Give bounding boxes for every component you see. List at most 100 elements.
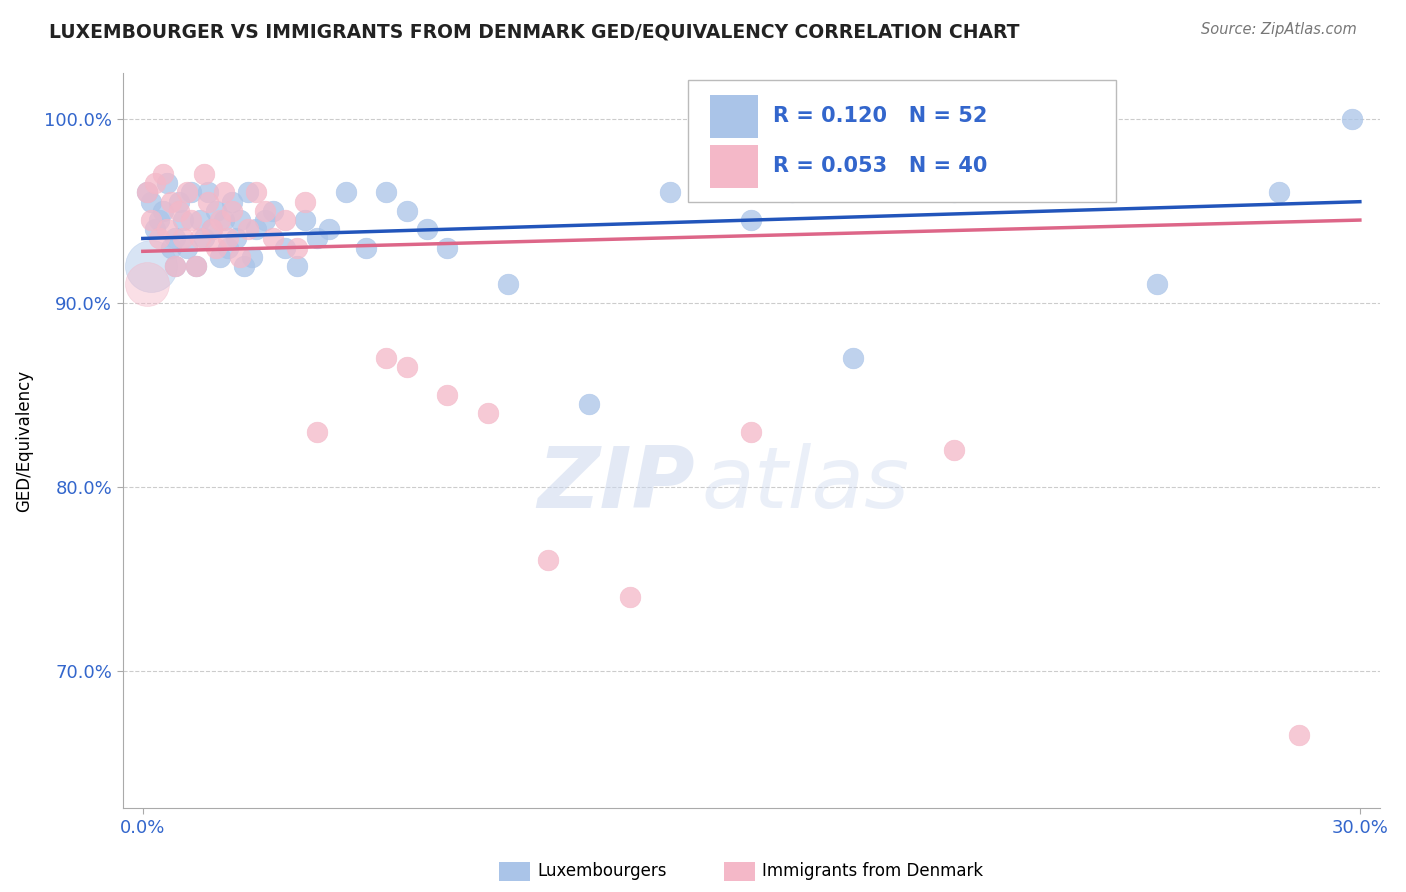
Point xyxy=(1340,112,1362,126)
Point xyxy=(496,277,519,292)
Point xyxy=(740,425,762,439)
Point xyxy=(156,176,179,190)
Point xyxy=(240,250,263,264)
Point xyxy=(193,231,215,245)
Point xyxy=(165,231,187,245)
Point xyxy=(160,241,183,255)
Point xyxy=(148,231,170,245)
Point xyxy=(135,277,157,292)
Point xyxy=(139,259,162,273)
Text: LUXEMBOURGER VS IMMIGRANTS FROM DENMARK GED/EQUIVALENCY CORRELATION CHART: LUXEMBOURGER VS IMMIGRANTS FROM DENMARK … xyxy=(49,22,1019,41)
Point xyxy=(294,194,316,209)
Point xyxy=(184,259,207,273)
Point xyxy=(135,186,157,200)
Point xyxy=(1288,728,1310,742)
Point xyxy=(307,425,329,439)
Point xyxy=(201,222,224,236)
Point xyxy=(318,222,340,236)
Point xyxy=(193,167,215,181)
Point xyxy=(238,186,260,200)
Point xyxy=(229,213,252,227)
Point xyxy=(205,241,228,255)
Point xyxy=(201,222,224,236)
Point xyxy=(285,259,308,273)
Point xyxy=(188,231,211,245)
Point xyxy=(375,351,398,365)
Point xyxy=(212,213,235,227)
Y-axis label: GED/Equivalency: GED/Equivalency xyxy=(15,369,32,512)
Point xyxy=(205,203,228,218)
Point xyxy=(208,250,231,264)
Point xyxy=(780,186,803,200)
Point xyxy=(139,194,162,209)
Text: R = 0.120   N = 52: R = 0.120 N = 52 xyxy=(773,106,987,127)
Point xyxy=(176,241,198,255)
Point xyxy=(375,186,398,200)
Point xyxy=(1146,277,1168,292)
Point xyxy=(294,213,316,227)
Point xyxy=(172,213,194,227)
Point xyxy=(221,194,243,209)
Point xyxy=(165,259,187,273)
Point xyxy=(172,231,194,245)
Point xyxy=(152,167,174,181)
Point xyxy=(139,213,162,227)
Point xyxy=(197,194,219,209)
Point xyxy=(1267,186,1289,200)
Point xyxy=(619,590,641,604)
Point xyxy=(208,213,231,227)
Point xyxy=(307,231,329,245)
Point xyxy=(335,186,357,200)
Point xyxy=(217,231,239,245)
Point xyxy=(274,241,297,255)
Point xyxy=(740,213,762,227)
Point xyxy=(238,222,260,236)
Point xyxy=(156,222,179,236)
Point xyxy=(212,186,235,200)
Point xyxy=(165,259,187,273)
Point xyxy=(659,186,682,200)
Bar xyxy=(710,145,758,187)
Point xyxy=(152,203,174,218)
Point xyxy=(395,203,418,218)
Point xyxy=(436,241,458,255)
Point xyxy=(143,222,166,236)
Point xyxy=(176,186,198,200)
Point xyxy=(229,250,252,264)
Point xyxy=(180,186,202,200)
Point xyxy=(160,194,183,209)
Point xyxy=(842,351,865,365)
Point xyxy=(225,231,247,245)
Point xyxy=(233,259,256,273)
Point xyxy=(354,241,377,255)
Point xyxy=(197,186,219,200)
Point xyxy=(274,213,297,227)
Point xyxy=(395,360,418,375)
Point xyxy=(148,213,170,227)
Point xyxy=(477,406,499,420)
Point xyxy=(943,186,966,200)
Point xyxy=(169,194,191,209)
Point xyxy=(184,259,207,273)
Point xyxy=(537,553,560,567)
Point xyxy=(221,203,243,218)
Point xyxy=(135,186,157,200)
Point xyxy=(180,213,202,227)
Text: Source: ZipAtlas.com: Source: ZipAtlas.com xyxy=(1201,22,1357,37)
Point xyxy=(436,388,458,402)
Text: Luxembourgers: Luxembourgers xyxy=(537,863,666,880)
Point xyxy=(169,203,191,218)
Text: R = 0.053   N = 40: R = 0.053 N = 40 xyxy=(773,156,987,177)
Point xyxy=(416,222,439,236)
Point xyxy=(188,213,211,227)
Text: atlas: atlas xyxy=(702,443,910,526)
FancyBboxPatch shape xyxy=(689,80,1116,202)
Text: ZIP: ZIP xyxy=(537,443,695,526)
Point xyxy=(253,213,276,227)
Point xyxy=(285,241,308,255)
Point xyxy=(217,241,239,255)
Point xyxy=(253,203,276,218)
Text: Immigrants from Denmark: Immigrants from Denmark xyxy=(762,863,983,880)
Point xyxy=(245,222,267,236)
Bar xyxy=(710,95,758,137)
